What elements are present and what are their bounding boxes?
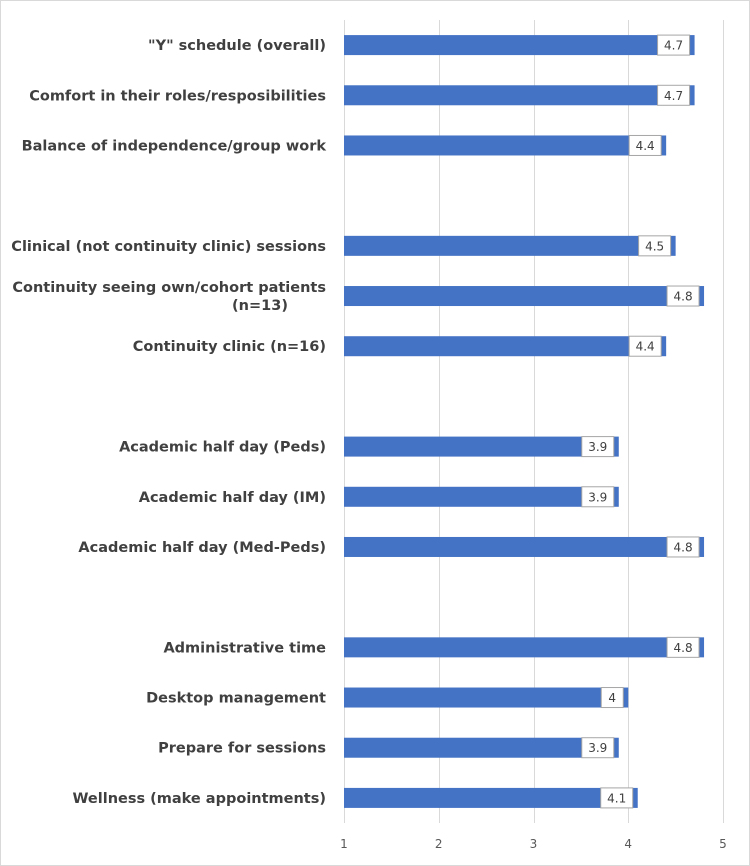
data-label-box [600,687,624,709]
data-label: 4.5 [645,239,664,253]
category-label: "Y" schedule (overall) [148,38,326,54]
bar [344,235,676,256]
category-label: Academic half day (IM) [139,490,326,506]
x-tick-label: 1 [340,837,348,851]
category-label: Clinical (not continuity clinic) session… [11,239,326,255]
bar [344,336,667,357]
data-label-box [628,335,662,357]
data-labels: 4.7 4.7 4.4 4.5 4.8 4.4 3.9 3.9 4.8 4.8 4 3.9 4.1 [581,34,700,809]
data-label: 4 [608,691,616,705]
data-label-box [581,737,615,759]
category-label: Academic half day (Med-Peds) [78,540,326,556]
bar [344,436,619,457]
category-label: Academic half day (Peds) [119,440,326,456]
category-label: Administrative time [163,640,326,656]
category-label: Wellness (make appointments) [72,791,326,807]
data-label: 3.9 [588,440,607,454]
bar [344,687,629,708]
x-tick-label: 5 [719,837,727,851]
data-label: 4.4 [636,340,655,354]
data-label-box [600,787,634,809]
bar [344,35,695,56]
data-label: 4.8 [674,641,693,655]
bar [344,787,638,808]
x-tick-label: 4 [624,837,632,851]
data-label-box [657,34,691,56]
data-label-box [666,636,700,658]
category-label: Continuity clinic (n=16) [133,339,326,355]
category-labels: "Y" schedule (overall) Comfort in their r… [11,38,326,807]
x-tick-label: 3 [530,837,538,851]
category-label: Desktop management [146,691,326,707]
bar [344,737,619,758]
data-label: 4.7 [664,89,683,103]
category-label: Continuity seeing own/cohort patients (n=… [12,280,326,314]
data-label-box [581,436,615,458]
data-label: 4.8 [674,540,693,554]
bars [344,35,705,808]
data-label-box [581,486,615,508]
data-label: 4.8 [674,290,693,304]
category-label: Prepare for sessions [158,741,326,757]
x-tick-label: 2 [435,837,443,851]
data-label: 3.9 [588,490,607,504]
data-label-box [666,285,700,307]
category-label: Balance of independence/group work [22,138,327,154]
data-label: 4.4 [636,139,655,153]
bar [344,85,695,106]
data-label: 4.1 [607,791,626,805]
data-label: 3.9 [588,741,607,755]
bar [344,536,705,557]
x-axis-tick-labels: 1 2 3 4 5 [340,837,727,851]
bar [344,286,705,307]
data-label: 4.7 [664,39,683,53]
bar [344,486,619,507]
data-label-box [628,134,662,156]
bar [344,135,667,156]
data-label-box [657,84,691,106]
category-label: Comfort in their roles/resposibilities [29,88,326,104]
data-label-box [638,235,672,257]
data-label-box [666,536,700,558]
bar [344,637,705,658]
